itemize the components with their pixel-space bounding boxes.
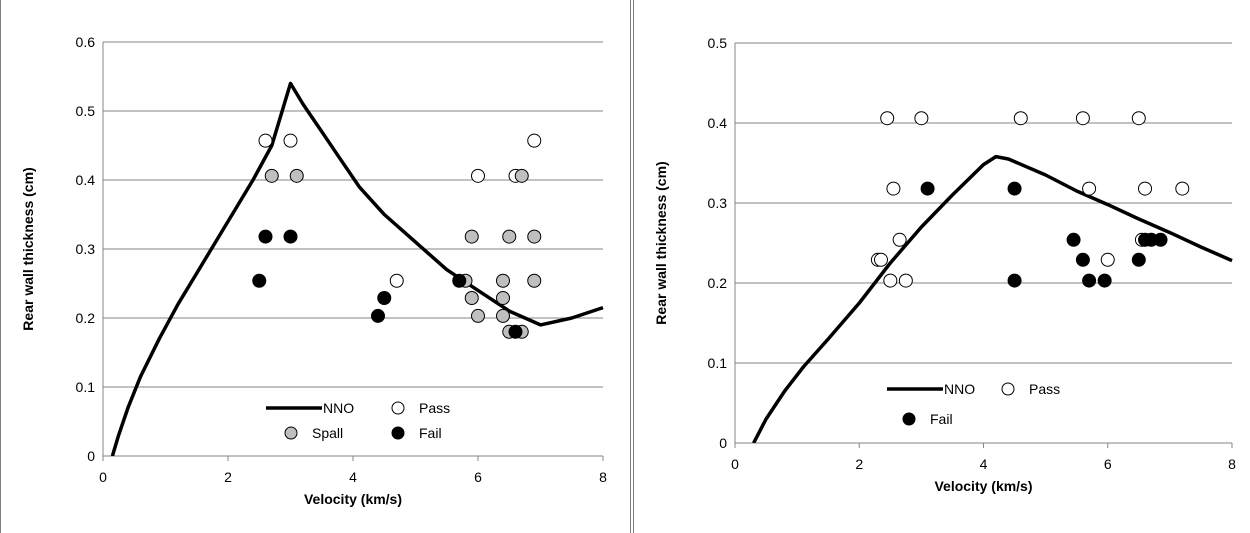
pass-data-point <box>1138 181 1153 196</box>
fail-data-point <box>1097 273 1112 288</box>
fail-data-point <box>252 273 267 288</box>
legend-pass-marker <box>1001 382 1015 396</box>
fail-data-point <box>920 181 935 196</box>
x-tick-label: 6 <box>1104 456 1112 472</box>
pass-data-point <box>1175 181 1190 196</box>
spall-data-point <box>496 290 510 305</box>
x-axis-label: Velocity (km/s) <box>934 478 1032 494</box>
y-tick-label: 0.4 <box>76 172 96 188</box>
fail-data-point <box>1153 232 1168 247</box>
pass-data-point <box>883 273 898 288</box>
x-tick-label: 6 <box>474 469 482 485</box>
y-tick-label: 0.3 <box>708 195 728 211</box>
pass-data-point <box>283 133 298 148</box>
pass-data-point <box>914 111 929 126</box>
nno-curve <box>752 154 1233 443</box>
y-tick-label: 0.1 <box>708 355 728 371</box>
y-tick-label: 0.6 <box>76 34 96 50</box>
nno-curve <box>110 81 604 456</box>
legend-label: NNO <box>323 400 354 416</box>
spall-data-point <box>289 168 304 183</box>
pass-data-point <box>527 133 542 148</box>
legend-label: Fail <box>419 425 442 441</box>
x-tick-label: 0 <box>731 456 739 472</box>
pass-data-point <box>886 181 901 196</box>
x-tick-label: 2 <box>224 469 232 485</box>
fail-data-point <box>258 229 273 244</box>
pass-data-point <box>898 273 913 288</box>
x-tick-label: 0 <box>99 469 107 485</box>
fail-data-point <box>1075 252 1090 267</box>
pass-data-point <box>873 252 888 267</box>
y-tick-label: 0 <box>87 448 95 464</box>
fail-data-point <box>1131 252 1146 267</box>
pass-data-point <box>880 111 895 126</box>
pass-data-point <box>389 273 404 288</box>
spall-data-point <box>471 308 485 323</box>
pass-data-point <box>1013 111 1028 126</box>
spall-data-point <box>502 229 517 244</box>
spall-data-point <box>514 168 529 183</box>
spall-data-point <box>527 273 542 288</box>
fail-data-point <box>1082 273 1097 288</box>
pass-data-point <box>1100 252 1115 267</box>
legend-pass-marker <box>391 401 405 415</box>
fail-data-point <box>452 273 467 288</box>
x-tick-label: 8 <box>599 469 607 485</box>
fail-data-point <box>508 324 523 339</box>
pass-data-point <box>1082 181 1097 196</box>
chart-right-panel: 0 0.1 0.2 0.3 0.4 0.5 0 2 4 6 8 Velocity (km/s) Rear… <box>633 0 1250 533</box>
spall-data-point <box>464 290 479 305</box>
legend-label: NNO <box>944 381 975 397</box>
spall-data-point <box>527 229 542 244</box>
legend-label: Fail <box>930 411 953 427</box>
y-tick-label: 0.5 <box>708 35 728 51</box>
legend-label: Spall <box>312 425 343 441</box>
y-axis-label: Rear wall thickness (cm) <box>20 167 36 330</box>
fail-data-point <box>377 290 392 305</box>
chart-left: 0 0.1 0.2 0.3 0.4 0.5 0.6 0 2 4 6 8 Velocity (km/s) R… <box>20 34 607 507</box>
pass-data-point <box>1131 111 1146 126</box>
fail-data-point <box>283 229 298 244</box>
fail-data-point <box>371 308 385 323</box>
y-tick-label: 0.3 <box>76 241 96 257</box>
y-tick-label: 0.4 <box>708 115 728 131</box>
legend-spall-marker <box>284 426 298 440</box>
legend-label: Pass <box>1029 381 1060 397</box>
pass-data-point <box>1075 111 1090 126</box>
x-tick-label: 4 <box>980 456 988 472</box>
x-tick-label: 4 <box>349 469 357 485</box>
legend-fail-marker <box>391 426 405 440</box>
spall-data-point <box>496 273 510 288</box>
y-tick-label: 0.2 <box>708 275 728 291</box>
pass-data-point <box>258 133 273 148</box>
chart-left-panel: 0 0.1 0.2 0.3 0.4 0.5 0.6 0 2 4 6 8 Velocity (km/s) R… <box>0 0 631 533</box>
spall-data-point <box>464 229 479 244</box>
y-tick-label: 0.2 <box>76 310 96 326</box>
pass-data-point <box>892 232 907 247</box>
y-tick-label: 0.1 <box>76 379 96 395</box>
legend-label: Pass <box>419 400 450 416</box>
fail-data-point <box>1007 181 1022 196</box>
fail-data-point <box>1066 232 1081 247</box>
x-tick-label: 8 <box>1228 456 1236 472</box>
fail-data-point <box>1007 273 1022 288</box>
spall-data-point <box>264 168 279 183</box>
pass-data-point <box>471 168 485 183</box>
x-axis-label: Velocity (km/s) <box>304 491 402 507</box>
spall-data-point <box>496 308 510 323</box>
legend-fail-marker <box>902 412 916 426</box>
y-tick-label: 0 <box>719 435 727 451</box>
y-axis-label: Rear wall thickness (cm) <box>653 161 669 324</box>
chart-right: 0 0.1 0.2 0.3 0.4 0.5 0 2 4 6 8 Velocity (km/s) Rear… <box>653 35 1236 494</box>
y-tick-label: 0.5 <box>76 103 96 119</box>
x-tick-label: 2 <box>855 456 863 472</box>
